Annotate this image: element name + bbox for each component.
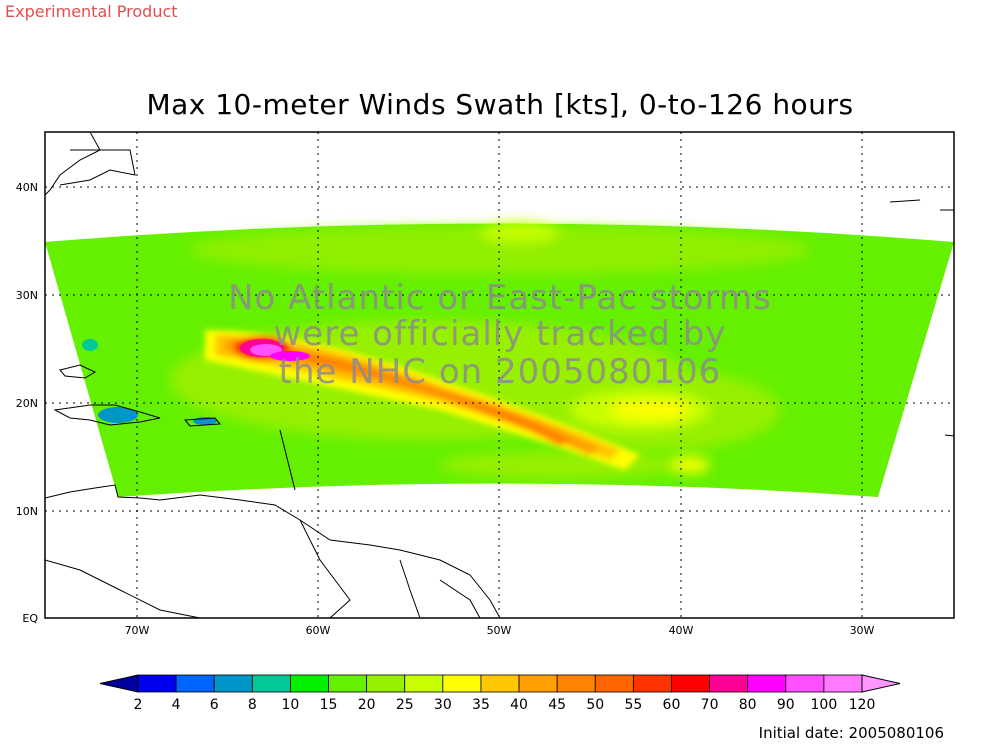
legend-level-label: 40 [510, 697, 528, 713]
legend-level-label: 80 [739, 697, 757, 713]
lon-label-70w: 70W [125, 624, 150, 637]
legend-level-label: 10 [282, 697, 300, 713]
legend-level-label: 120 [849, 697, 876, 713]
legend-level-label: 6 [210, 697, 219, 713]
legend-swatch [404, 674, 444, 693]
legend-swatch [518, 674, 558, 693]
legend-level-label: 60 [663, 697, 681, 713]
legend-swatch [556, 674, 596, 693]
plot-frame [44, 131, 955, 619]
legend-swatch [671, 674, 710, 693]
legend-swatch [175, 674, 215, 693]
legend-level-label: 55 [624, 697, 642, 713]
legend-level-label: 35 [472, 697, 490, 713]
lon-label-40w: 40W [669, 624, 694, 637]
legend-swatch [747, 674, 787, 693]
legend-swatch [480, 674, 520, 693]
map-title: Max 10-meter Winds Swath [kts], 0-to-126… [146, 88, 854, 121]
hispaniola-coast [53, 404, 161, 426]
legend-level-label: 70 [701, 697, 719, 713]
legend-level-label: 30 [434, 697, 452, 713]
legend-swatch [366, 674, 406, 693]
lat-label-20n: 20N [16, 397, 38, 410]
legend-swatch [632, 674, 672, 693]
lat-label-40n: 40N [16, 181, 38, 194]
lat-label-10n: 10N [16, 505, 38, 518]
legend-swatch [213, 674, 253, 693]
legend-level-label: 25 [396, 697, 414, 713]
legend-swatch [709, 674, 749, 693]
overlay-line-1: No Atlantic or East-Pac storms [228, 278, 772, 318]
legend-level-label: 8 [248, 697, 257, 713]
initial-date: Initial date: 2005080106 [758, 724, 944, 742]
legend-swatch [290, 674, 329, 693]
lon-label-50w: 50W [487, 624, 512, 637]
legend-swatch [251, 674, 291, 693]
experimental-product-label: Experimental Product [5, 2, 178, 21]
legend-level-label: 4 [172, 697, 181, 713]
lat-label-30n: 30N [16, 289, 38, 302]
legend-swatch [594, 674, 634, 693]
legend-level-label: 50 [586, 697, 604, 713]
lon-label-30w: 30W [850, 624, 875, 637]
lon-label-60w: 60W [306, 624, 331, 637]
legend-swatch [442, 674, 482, 693]
legend-swatch [785, 674, 825, 693]
legend-level-label: 15 [320, 697, 338, 713]
legend-swatch [137, 674, 177, 693]
legend-level-label: 20 [358, 697, 376, 713]
south-america-coast [45, 484, 501, 618]
legend-level-label: 45 [548, 697, 566, 713]
lat-label-eq: EQ [22, 612, 38, 625]
overlay-line-3: the NHC on 2005080106 [279, 352, 722, 392]
legend-level-label: 90 [777, 697, 795, 713]
overlay-line-2: were officially tracked by [274, 314, 727, 354]
north-america-coast [45, 132, 101, 196]
legend-arrow-low [99, 674, 139, 693]
map-plot-area: No Atlantic or East-Pac storms were offi… [45, 132, 954, 618]
legend-arrow-high [861, 674, 901, 693]
legend-level-label: 100 [811, 697, 838, 713]
legend-swatch [823, 674, 863, 693]
legend-swatch [328, 674, 368, 693]
legend-level-label: 2 [134, 697, 143, 713]
color-legend: 2 4 6 8 10 15 20 25 30 35 40 45 50 55 60 70 80 90 100 120 [99, 674, 901, 713]
